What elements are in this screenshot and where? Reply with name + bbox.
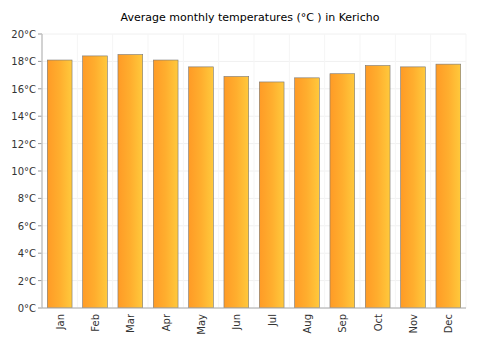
grid-line-vertical	[466, 34, 467, 308]
tick-mark	[38, 280, 42, 281]
grid-line-vertical	[324, 34, 325, 308]
y-tick-label: 16°C	[11, 84, 36, 95]
y-tick-label: 2°C	[18, 276, 36, 287]
y-tick-label: 4°C	[18, 248, 36, 259]
x-tick-label: Dec	[443, 314, 454, 333]
x-tick-label: Oct	[373, 314, 384, 331]
tick-mark	[38, 88, 42, 89]
tick-mark	[38, 171, 42, 172]
y-tick-label: 6°C	[18, 221, 36, 232]
x-tick-label: Jan	[55, 314, 66, 330]
y-tick-label: 14°C	[11, 111, 36, 122]
tick-mark	[38, 253, 42, 254]
y-tick-label: 12°C	[11, 139, 36, 150]
bars	[47, 55, 460, 308]
chart: Average monthly temperatures (°C ) in Ke…	[0, 0, 500, 350]
x-tick-label: Sep	[337, 314, 348, 333]
bar	[436, 64, 461, 308]
x-tick-label: Mar	[125, 313, 136, 333]
y-axis	[42, 34, 43, 308]
y-tick-label: 18°C	[11, 56, 36, 67]
tick-mark	[38, 225, 42, 226]
bar	[295, 78, 320, 308]
x-tick-label: Nov	[408, 314, 419, 334]
tick-mark	[38, 34, 42, 35]
tick-mark	[38, 308, 42, 309]
grid-line-vertical	[77, 34, 78, 308]
tick-mark	[38, 143, 42, 144]
bar	[47, 60, 72, 308]
x-tick-label: Jun	[231, 314, 242, 331]
tick-mark	[38, 116, 42, 117]
tick-mark	[38, 198, 42, 199]
grid-line-vertical	[112, 34, 113, 308]
x-axis	[42, 308, 466, 309]
y-tick-label: 10°C	[11, 166, 36, 177]
grid-line	[42, 308, 466, 309]
grid-line-vertical	[360, 34, 361, 308]
x-tick-label: Jul	[267, 314, 278, 327]
bar	[365, 66, 390, 308]
grid-line-vertical	[430, 34, 431, 308]
y-tick-label: 8°C	[18, 193, 36, 204]
y-tick-label: 20°C	[11, 29, 36, 40]
grid-line-vertical	[148, 34, 149, 308]
bar	[118, 55, 143, 308]
grid-line-vertical	[289, 34, 290, 308]
bar	[330, 74, 355, 308]
grid-line-vertical	[183, 34, 184, 308]
bar	[259, 82, 284, 308]
bar	[224, 76, 249, 308]
grid-line-vertical	[42, 34, 43, 308]
grid-line-vertical	[395, 34, 396, 308]
grid-line-vertical	[218, 34, 219, 308]
y-tick-label: 0°C	[18, 303, 36, 314]
title: Average monthly temperatures (°C ) in Ke…	[121, 11, 380, 24]
tick-mark	[38, 61, 42, 62]
grid-line-vertical	[254, 34, 255, 308]
bar	[153, 60, 178, 308]
bar	[83, 56, 108, 308]
x-tick-label: Apr	[161, 313, 172, 331]
x-tick-label: May	[196, 314, 207, 335]
bar	[189, 67, 214, 308]
x-tick-label: Aug	[302, 314, 313, 334]
x-tick-label: Feb	[90, 314, 101, 332]
bar	[401, 67, 426, 308]
